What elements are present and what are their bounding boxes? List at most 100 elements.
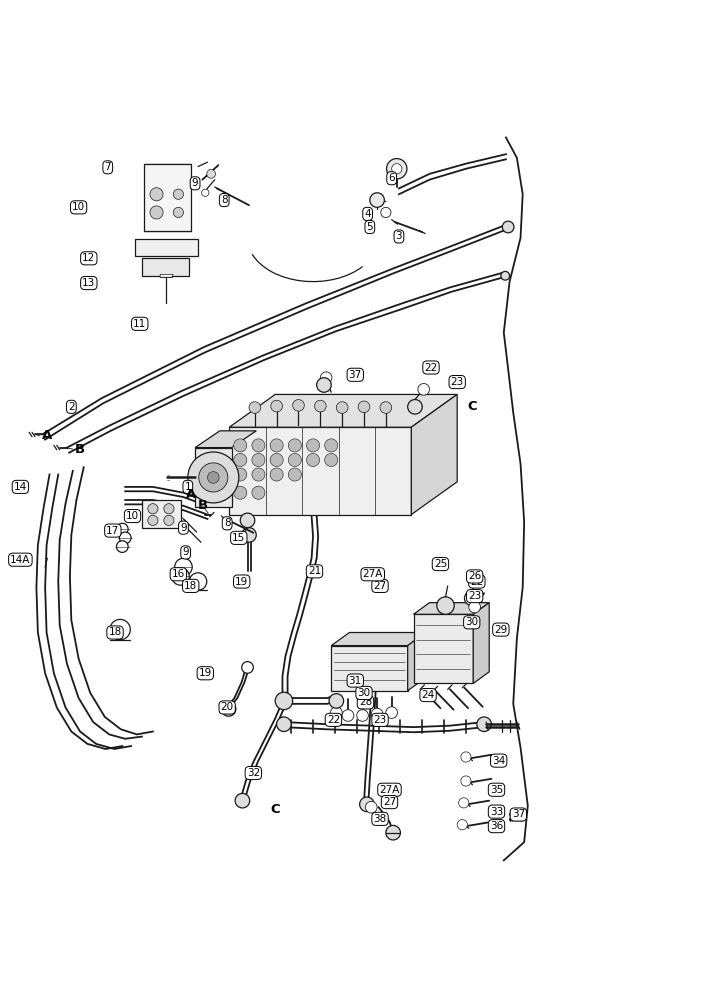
Circle shape xyxy=(164,504,174,514)
Circle shape xyxy=(293,400,304,411)
Text: 19: 19 xyxy=(199,668,212,678)
Text: 38: 38 xyxy=(373,814,387,824)
Text: 28: 28 xyxy=(359,697,372,707)
Text: 33: 33 xyxy=(490,807,503,817)
Circle shape xyxy=(173,189,183,199)
Circle shape xyxy=(234,468,247,481)
Circle shape xyxy=(457,820,467,830)
Circle shape xyxy=(342,710,354,721)
Circle shape xyxy=(370,193,384,207)
Circle shape xyxy=(437,597,454,614)
Circle shape xyxy=(150,188,163,201)
Polygon shape xyxy=(142,500,181,528)
Circle shape xyxy=(164,515,174,525)
Polygon shape xyxy=(135,239,198,256)
Circle shape xyxy=(461,752,471,762)
Circle shape xyxy=(242,528,256,542)
Text: 7: 7 xyxy=(104,162,111,172)
Circle shape xyxy=(173,207,183,218)
Circle shape xyxy=(459,798,469,808)
Circle shape xyxy=(357,710,368,721)
Circle shape xyxy=(288,468,301,481)
Circle shape xyxy=(119,532,131,544)
Circle shape xyxy=(175,558,192,576)
Text: 32: 32 xyxy=(247,768,260,778)
Circle shape xyxy=(320,372,332,384)
Circle shape xyxy=(252,486,265,499)
Circle shape xyxy=(270,468,283,481)
Text: 8: 8 xyxy=(223,518,231,528)
Text: 5: 5 xyxy=(366,222,373,232)
Text: A: A xyxy=(42,429,52,442)
Text: 25: 25 xyxy=(434,559,447,569)
Circle shape xyxy=(314,400,326,412)
Text: 10: 10 xyxy=(126,511,139,521)
Circle shape xyxy=(336,402,348,413)
Circle shape xyxy=(172,568,189,585)
Text: 17: 17 xyxy=(106,526,119,536)
Circle shape xyxy=(270,453,283,467)
Circle shape xyxy=(207,472,219,483)
Text: 30: 30 xyxy=(465,617,478,627)
Text: 11: 11 xyxy=(133,319,146,329)
Circle shape xyxy=(331,707,342,718)
Circle shape xyxy=(252,468,265,481)
Circle shape xyxy=(275,692,293,710)
Text: 9: 9 xyxy=(180,523,187,533)
Circle shape xyxy=(234,453,247,467)
Text: 23: 23 xyxy=(373,715,387,725)
Text: 20: 20 xyxy=(221,702,234,712)
Circle shape xyxy=(234,439,247,452)
Circle shape xyxy=(277,717,291,732)
Circle shape xyxy=(116,523,128,535)
Text: 34: 34 xyxy=(492,756,505,766)
Circle shape xyxy=(325,453,338,467)
Polygon shape xyxy=(229,394,457,427)
Text: C: C xyxy=(270,803,280,816)
Text: 37: 37 xyxy=(349,370,362,380)
Text: 27A: 27A xyxy=(379,785,400,795)
Circle shape xyxy=(288,453,301,467)
Text: 23: 23 xyxy=(468,591,481,601)
Text: 9: 9 xyxy=(182,547,189,557)
Text: A: A xyxy=(186,488,196,501)
Polygon shape xyxy=(331,646,408,691)
Text: B: B xyxy=(197,499,207,512)
Circle shape xyxy=(360,797,374,812)
Circle shape xyxy=(371,708,383,720)
Text: 3: 3 xyxy=(395,231,403,241)
Text: 2: 2 xyxy=(68,402,75,412)
Circle shape xyxy=(271,400,282,412)
Circle shape xyxy=(110,619,130,640)
Circle shape xyxy=(148,504,158,514)
Circle shape xyxy=(221,702,236,716)
Circle shape xyxy=(288,439,301,452)
Circle shape xyxy=(252,439,265,452)
Text: 30: 30 xyxy=(357,688,371,698)
Circle shape xyxy=(242,662,253,673)
Polygon shape xyxy=(229,427,411,515)
Circle shape xyxy=(461,776,471,786)
Circle shape xyxy=(387,159,407,179)
Circle shape xyxy=(116,541,128,552)
Text: 4: 4 xyxy=(364,209,371,219)
Text: 22: 22 xyxy=(470,577,483,587)
Text: 12: 12 xyxy=(82,253,95,263)
Circle shape xyxy=(235,793,250,808)
Text: 23: 23 xyxy=(451,377,464,387)
Text: 13: 13 xyxy=(82,278,95,288)
Circle shape xyxy=(386,707,397,718)
Circle shape xyxy=(150,206,163,219)
Circle shape xyxy=(365,801,377,813)
Circle shape xyxy=(249,402,261,413)
Circle shape xyxy=(234,486,247,499)
Polygon shape xyxy=(160,274,173,277)
Circle shape xyxy=(306,439,320,452)
Text: 9: 9 xyxy=(191,178,199,188)
Text: 18: 18 xyxy=(184,581,197,591)
Text: 36: 36 xyxy=(490,821,503,831)
Text: 21: 21 xyxy=(308,566,321,576)
Circle shape xyxy=(148,515,158,525)
Circle shape xyxy=(329,694,344,708)
Circle shape xyxy=(408,400,422,414)
